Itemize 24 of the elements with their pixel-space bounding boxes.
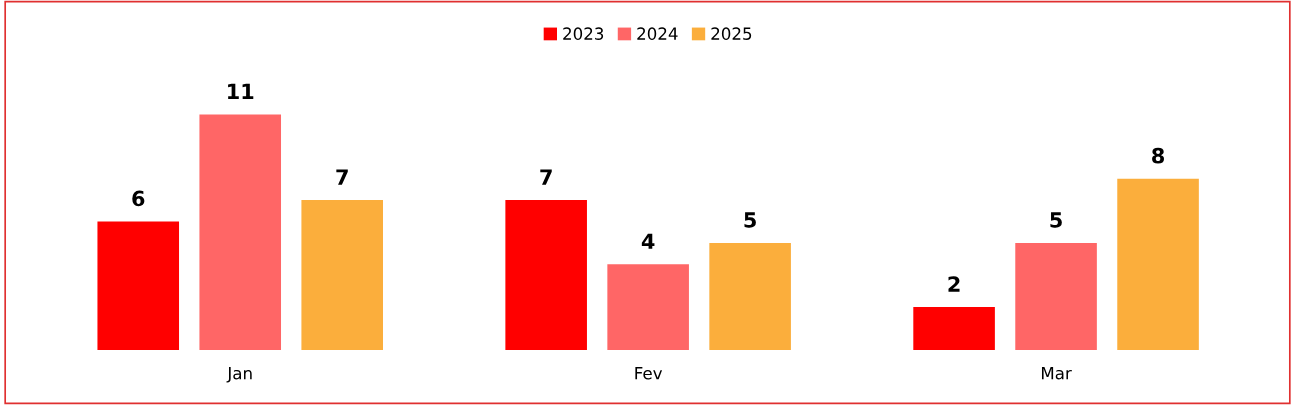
data-label: 7 xyxy=(336,169,348,185)
data-label: 8 xyxy=(1152,147,1165,164)
bar xyxy=(913,307,995,350)
bar xyxy=(199,114,282,350)
x-tick-label: Fev xyxy=(635,367,663,380)
data-label: 5 xyxy=(744,212,756,228)
data-label: 5 xyxy=(1050,212,1062,228)
bar xyxy=(97,221,180,350)
bar xyxy=(505,200,587,350)
x-tick-label: Jan xyxy=(226,367,252,383)
data-label: 7 xyxy=(540,169,552,185)
data-label: 2 xyxy=(948,276,960,292)
data-label: 4 xyxy=(641,233,655,249)
x-tick-label: Mar xyxy=(1041,367,1072,380)
bar xyxy=(1117,178,1199,350)
bar xyxy=(607,264,689,350)
data-label: 11 xyxy=(228,83,254,100)
legend-label: 2024 xyxy=(637,27,678,40)
legend-label: 2025 xyxy=(711,27,752,40)
bar xyxy=(301,200,383,350)
data-label: 6 xyxy=(132,190,145,207)
legend-label: 2023 xyxy=(563,27,604,40)
bar xyxy=(1015,242,1097,350)
bar xyxy=(709,242,791,350)
